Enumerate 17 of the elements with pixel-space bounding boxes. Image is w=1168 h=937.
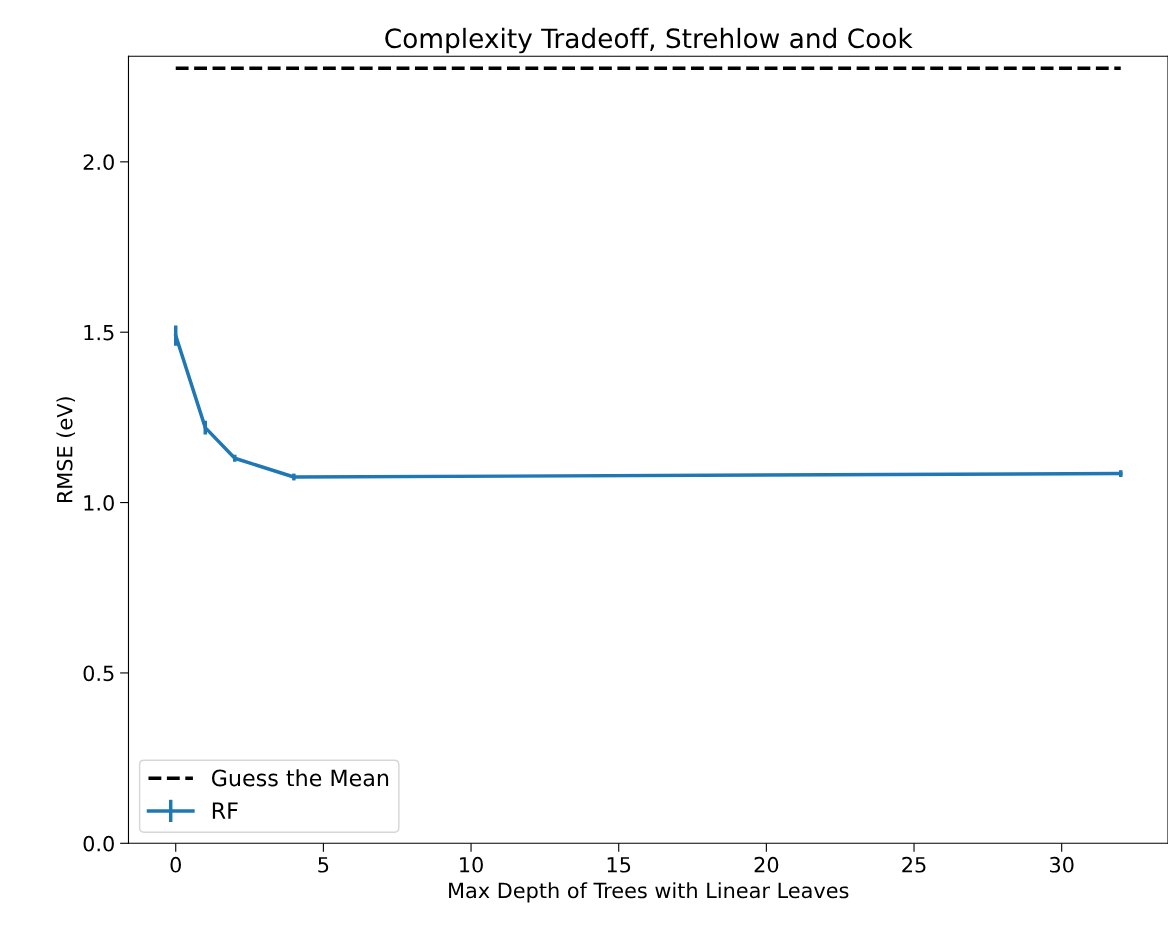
y-tick-label: 0.0: [83, 835, 114, 852]
legend-label: RF: [212, 802, 238, 819]
x-tick-label: 25: [902, 856, 926, 873]
legend-label: Guess the Mean: [211, 769, 389, 787]
x-tick-label: 0: [170, 856, 181, 873]
y-tick-label: 1.5: [84, 324, 114, 341]
x-tick-label: 20: [754, 856, 779, 873]
chart-title: Complexity Tradeoff, Strehlow and Cook: [385, 27, 913, 54]
x-tick-label: 15: [607, 857, 631, 873]
x-axis-title: Max Depth of Trees with Linear Leaves: [449, 882, 849, 903]
y-tick-label: 1.0: [84, 495, 114, 511]
y-tick-label: 2.0: [83, 154, 114, 171]
y-tick-label: 0.5: [83, 665, 114, 682]
x-tick-label: 5: [318, 857, 329, 873]
x-tick-label: 10: [460, 856, 483, 873]
y-axis-title: RMSE (eV): [56, 397, 76, 503]
x-tick-label: 30: [1050, 856, 1074, 873]
